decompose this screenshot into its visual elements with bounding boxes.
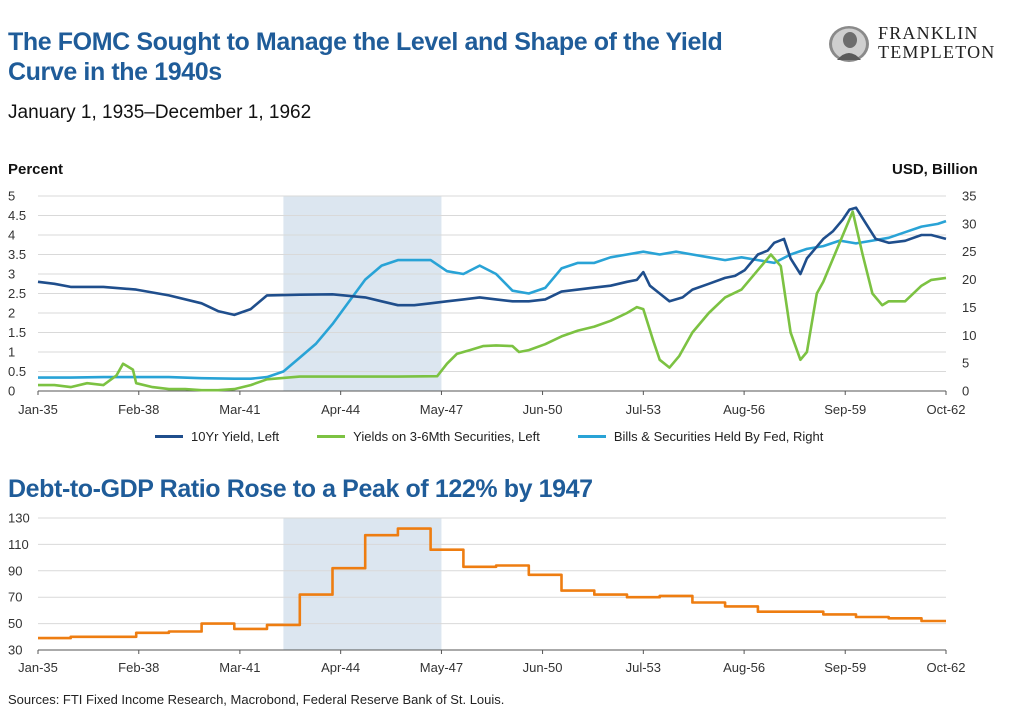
chart-title: The FOMC Sought to Manage the Level and … (8, 28, 723, 86)
x-tick-label: Jun-50 (523, 402, 563, 417)
x-tick-label: Oct-62 (926, 660, 965, 675)
legend-item-fed-holdings: Bills & Securities Held By Fed, Right (577, 429, 824, 444)
logo-line-2: TEMPLETON (878, 42, 996, 62)
left-tick-label: 0 (8, 384, 15, 399)
x-tick-label: Mar-41 (219, 660, 260, 675)
logo-line-1: FRANKLIN (878, 23, 979, 43)
left-tick-label: 2 (8, 306, 15, 321)
right-tick-label: 35 (962, 189, 976, 204)
x-tick-label: Feb-38 (118, 660, 159, 675)
series-line-0 (37, 206, 947, 317)
left-tick-label: 0.5 (8, 364, 26, 379)
x-tick-label: May-47 (420, 660, 463, 675)
x-tick-label: Apr-44 (321, 660, 360, 675)
left-tick-label: 3.5 (8, 247, 26, 262)
chart-subtitle: January 1, 1935–December 1, 1962 (8, 102, 312, 123)
x-tick-label: May-47 (420, 402, 463, 417)
right-tick-label: 15 (962, 300, 976, 315)
legend-label-10yr: 10Yr Yield, Left (191, 429, 280, 444)
left-tick-label: 5 (8, 189, 15, 204)
right-tick-label: 25 (962, 244, 976, 259)
left-tick-label: 1 (8, 345, 15, 360)
x-tick-label: Jul-53 (626, 402, 661, 417)
legend-label-fed-holdings: Bills & Securities Held By Fed, Right (613, 429, 824, 444)
left-tick-label: 4 (8, 228, 15, 243)
legend-label-short-yield: Yields on 3-6Mth Securities, Left (353, 429, 540, 444)
right-tick-label: 30 (962, 216, 976, 231)
right-tick-label: 5 (962, 356, 969, 371)
legend-swatch-fed-holdings (577, 435, 606, 438)
shaded-period (283, 518, 442, 650)
y-tick-label: 130 (8, 511, 30, 526)
y-tick-label: 110 (8, 537, 29, 552)
legend-swatch-10yr (155, 435, 183, 438)
x-tick-label: Jan-35 (18, 402, 58, 417)
debt-chart-title: Debt-to-GDP Ratio Rose to a Peak of 122%… (8, 475, 593, 503)
series-line-1 (38, 210, 947, 392)
left-tick-label: 4.5 (8, 208, 26, 223)
y-tick-label: 90 (8, 563, 22, 578)
y-tick-label: 70 (8, 590, 22, 605)
right-tick-label: 20 (962, 272, 976, 287)
y-tick-label: 30 (8, 643, 22, 658)
x-tick-label: Oct-62 (926, 402, 965, 417)
left-tick-label: 1.5 (8, 325, 26, 340)
x-tick-label: Jan-35 (18, 660, 58, 675)
right-axis-title: USD, Billion (892, 161, 978, 178)
right-tick-label: 10 (962, 328, 976, 343)
x-tick-label: Aug-56 (723, 660, 765, 675)
right-tick-label: 0 (962, 384, 969, 399)
x-tick-label: Mar-41 (219, 402, 260, 417)
portrait-medallion-icon (829, 26, 869, 62)
legend-swatch-short-yield (317, 435, 346, 438)
x-tick-label: Jul-53 (626, 660, 661, 675)
legend-item-short-yield: Yields on 3-6Mth Securities, Left (317, 429, 540, 444)
left-tick-label: 3 (8, 267, 15, 282)
x-tick-label: Feb-38 (118, 402, 159, 417)
legend-item-10yr: 10Yr Yield, Left (155, 429, 279, 444)
debt-gdp-line (38, 527, 946, 640)
x-tick-label: Sep-59 (824, 402, 866, 417)
franklin-templeton-logo: FRANKLIN TEMPLETON (826, 24, 1011, 64)
x-tick-label: Apr-44 (321, 402, 360, 417)
sources-note: Sources: FTI Fixed Income Research, Macr… (8, 692, 505, 707)
x-tick-label: Sep-59 (824, 660, 866, 675)
left-tick-label: 2.5 (8, 286, 26, 301)
left-axis-title: Percent (8, 161, 64, 178)
chart-legend: 10Yr Yield, Left Yields on 3-6Mth Securi… (155, 429, 823, 444)
x-tick-label: Aug-56 (723, 402, 765, 417)
x-tick-label: Jun-50 (523, 660, 563, 675)
y-tick-label: 50 (8, 616, 22, 631)
